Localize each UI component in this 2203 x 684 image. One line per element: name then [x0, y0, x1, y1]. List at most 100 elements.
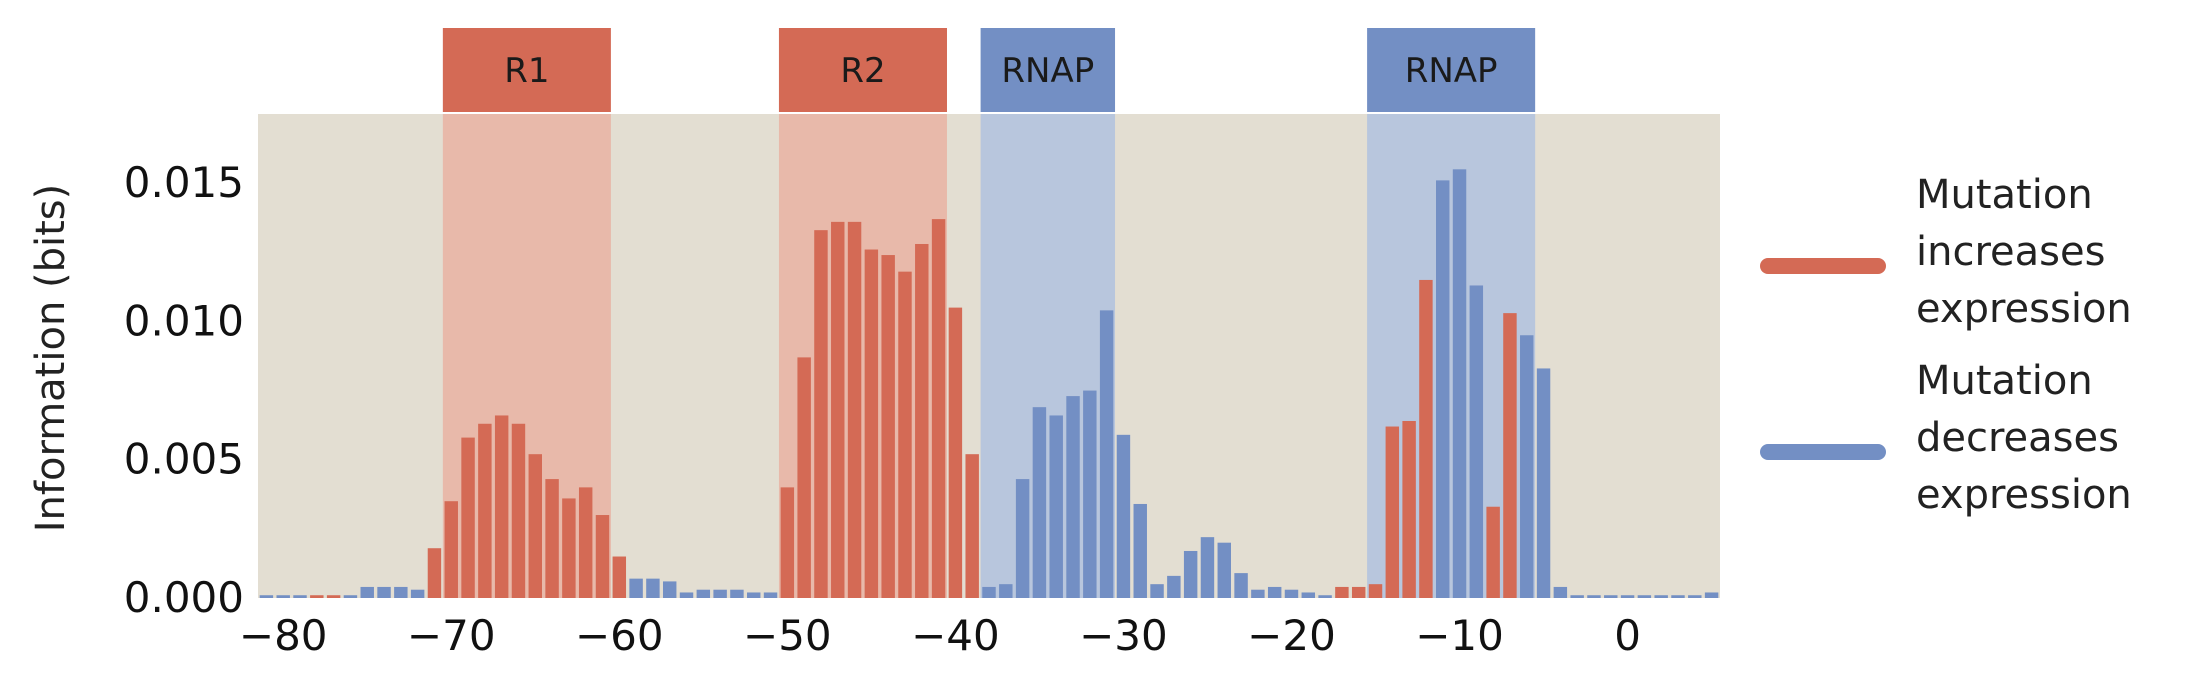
bar-63 [1318, 595, 1332, 598]
bar-33 [814, 230, 828, 598]
bar-67 [1385, 426, 1400, 598]
x-tick-label: −50 [743, 611, 832, 660]
bar-37 [881, 255, 895, 598]
bar-53 [1150, 584, 1164, 598]
bar-38 [898, 271, 912, 598]
bar-60 [1267, 586, 1282, 598]
legend-label-decrease: expression [1916, 472, 2132, 518]
bar-6 [360, 586, 374, 598]
bar-22 [629, 578, 643, 598]
x-tick-label: 0 [1614, 611, 1641, 660]
bar-11 [444, 501, 458, 598]
bar-16 [528, 454, 542, 598]
y-axis: 0.000 0.005 0.010 0.015 [124, 158, 244, 622]
bar-17 [545, 479, 559, 598]
bar-62 [1301, 592, 1316, 598]
bar-13 [478, 423, 492, 598]
bar-32 [797, 357, 811, 598]
region-labels-layer: R1 R2 RNAP RNAP [442, 28, 1536, 112]
bar-19 [578, 487, 593, 598]
legend: Mutation increases expression Mutation decre… [1760, 172, 2132, 518]
bar-85 [1688, 595, 1702, 598]
bar-40 [931, 219, 946, 598]
bar-29 [747, 592, 761, 598]
y-tick-label: 0.010 [124, 296, 244, 345]
bars-layer [259, 169, 1719, 599]
region-header-1 [778, 28, 947, 112]
region-header-3 [1367, 28, 1536, 112]
legend-label-increase: Mutation [1916, 172, 2093, 218]
x-tick-label: −80 [239, 611, 328, 660]
bar-49 [1083, 390, 1097, 598]
bar-21 [612, 556, 627, 598]
bar-34 [831, 221, 845, 598]
bar-39 [915, 243, 929, 598]
bar-27 [713, 589, 727, 598]
bar-61 [1284, 589, 1299, 598]
x-tick-label: −60 [575, 611, 664, 660]
x-tick-label: −40 [911, 611, 1000, 660]
bar-35 [847, 221, 862, 598]
y-tick-label: 0.005 [124, 435, 244, 484]
bar-7 [377, 586, 391, 598]
bar-66 [1368, 584, 1383, 598]
bar-5 [343, 595, 358, 598]
bar-83 [1654, 595, 1668, 598]
bar-76 [1536, 368, 1551, 598]
x-axis: −80 −70 −60 −50 −40 −30 −20 −10 0 [239, 611, 1641, 660]
bar-9 [410, 589, 425, 598]
bar-4 [326, 595, 341, 598]
region-label-0: R1 [504, 51, 549, 91]
bar-72 [1469, 285, 1484, 598]
bar-69 [1419, 279, 1433, 598]
legend-label-increase: increases [1916, 229, 2105, 275]
bar-73 [1486, 506, 1500, 598]
bar-42 [965, 454, 979, 598]
bar-46 [1032, 407, 1047, 598]
bar-26 [696, 589, 711, 598]
x-tick-label: −30 [1079, 611, 1168, 660]
legend-label-decrease: decreases [1916, 415, 2119, 461]
bar-2 [293, 595, 307, 598]
y-tick-label: 0.000 [124, 573, 244, 622]
bar-75 [1520, 335, 1534, 598]
bar-77 [1553, 586, 1568, 598]
bar-80 [1604, 595, 1618, 598]
bar-68 [1402, 420, 1416, 598]
bar-25 [679, 592, 694, 598]
legend-label-increase: expression [1916, 286, 2132, 332]
bar-8 [394, 586, 408, 598]
bar-12 [461, 437, 475, 598]
bar-20 [595, 515, 610, 598]
bar-10 [427, 548, 442, 598]
bar-59 [1251, 589, 1265, 598]
bar-52 [1133, 503, 1147, 598]
bar-45 [1015, 479, 1030, 598]
bar-28 [730, 589, 744, 598]
bar-36 [864, 249, 879, 598]
bar-57 [1217, 542, 1231, 598]
bar-23 [646, 578, 660, 598]
x-tick-label: −70 [407, 611, 496, 660]
bar-41 [948, 307, 963, 598]
region-label-3: RNAP [1405, 51, 1498, 91]
y-tick-label: 0.015 [124, 158, 244, 207]
y-axis-label: Information (bits) [28, 184, 74, 533]
bar-79 [1587, 595, 1601, 598]
region-header-0 [442, 28, 611, 112]
bar-50 [1099, 310, 1114, 598]
bar-3 [310, 595, 324, 598]
bar-71 [1452, 169, 1467, 599]
bar-43 [982, 586, 996, 598]
bar-64 [1335, 586, 1349, 598]
bar-81 [1620, 595, 1635, 598]
bar-18 [562, 498, 576, 598]
x-tick-label: −10 [1415, 611, 1504, 660]
bar-70 [1436, 180, 1450, 598]
bar-44 [999, 584, 1013, 598]
bar-86 [1704, 592, 1719, 598]
region-header-2 [980, 28, 1116, 112]
bar-65 [1351, 586, 1366, 598]
bar-84 [1671, 595, 1685, 598]
